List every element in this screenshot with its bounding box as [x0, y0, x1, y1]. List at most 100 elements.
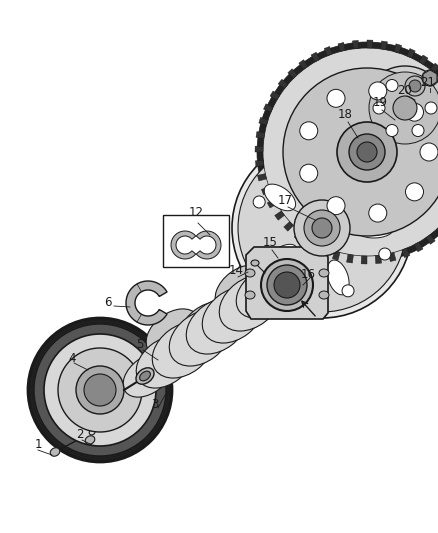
Ellipse shape — [363, 66, 438, 150]
Polygon shape — [288, 69, 297, 78]
Ellipse shape — [236, 266, 294, 318]
Polygon shape — [278, 79, 288, 88]
Polygon shape — [407, 49, 415, 58]
Ellipse shape — [259, 44, 438, 260]
Polygon shape — [353, 41, 359, 49]
Ellipse shape — [152, 322, 214, 378]
Polygon shape — [367, 40, 373, 48]
Polygon shape — [261, 187, 271, 195]
Ellipse shape — [186, 298, 248, 354]
Ellipse shape — [393, 96, 417, 120]
Polygon shape — [270, 91, 280, 100]
Ellipse shape — [267, 265, 307, 305]
Text: 18: 18 — [338, 109, 353, 122]
Ellipse shape — [85, 436, 95, 444]
Ellipse shape — [245, 269, 255, 277]
Ellipse shape — [28, 318, 172, 462]
Ellipse shape — [420, 143, 438, 161]
Polygon shape — [430, 63, 438, 73]
Ellipse shape — [169, 310, 231, 366]
Text: 6: 6 — [104, 295, 112, 309]
Ellipse shape — [379, 196, 391, 208]
Ellipse shape — [369, 72, 438, 144]
Text: 20: 20 — [398, 84, 413, 96]
Ellipse shape — [264, 184, 296, 211]
Text: 4: 4 — [68, 351, 76, 365]
Text: 17: 17 — [278, 193, 293, 206]
Ellipse shape — [425, 102, 437, 114]
Ellipse shape — [406, 183, 424, 201]
Ellipse shape — [349, 134, 385, 170]
Ellipse shape — [238, 144, 406, 312]
Ellipse shape — [409, 80, 421, 92]
Ellipse shape — [373, 102, 385, 114]
Ellipse shape — [44, 334, 156, 446]
Ellipse shape — [50, 448, 60, 456]
Text: 1: 1 — [34, 439, 42, 451]
Ellipse shape — [257, 42, 438, 262]
Ellipse shape — [386, 125, 398, 136]
Ellipse shape — [245, 291, 255, 299]
Ellipse shape — [76, 366, 124, 414]
Ellipse shape — [327, 197, 345, 215]
Ellipse shape — [89, 430, 95, 435]
Ellipse shape — [253, 248, 265, 260]
Ellipse shape — [263, 48, 438, 256]
Ellipse shape — [84, 374, 116, 406]
Polygon shape — [284, 222, 293, 231]
Text: 12: 12 — [188, 206, 204, 220]
Polygon shape — [346, 254, 353, 263]
Polygon shape — [306, 239, 315, 249]
Ellipse shape — [251, 260, 259, 266]
Polygon shape — [259, 117, 268, 125]
Ellipse shape — [136, 336, 194, 388]
Ellipse shape — [58, 348, 142, 432]
Polygon shape — [264, 104, 273, 112]
Polygon shape — [338, 43, 346, 52]
Ellipse shape — [327, 260, 349, 295]
Polygon shape — [423, 70, 437, 86]
Polygon shape — [389, 253, 396, 262]
Polygon shape — [375, 255, 381, 264]
Ellipse shape — [342, 159, 354, 171]
Polygon shape — [294, 231, 304, 241]
Ellipse shape — [369, 82, 387, 100]
Ellipse shape — [300, 122, 318, 140]
Ellipse shape — [215, 265, 269, 313]
Text: 5: 5 — [136, 338, 144, 351]
Ellipse shape — [115, 422, 121, 427]
Bar — [163, 215, 229, 267]
Ellipse shape — [406, 103, 424, 121]
Ellipse shape — [386, 79, 398, 92]
Ellipse shape — [219, 275, 281, 331]
Polygon shape — [275, 211, 285, 220]
Polygon shape — [299, 60, 308, 69]
Ellipse shape — [290, 159, 302, 171]
Text: 21: 21 — [420, 76, 435, 88]
Ellipse shape — [180, 302, 234, 350]
Ellipse shape — [319, 291, 329, 299]
Polygon shape — [332, 251, 340, 260]
Ellipse shape — [290, 285, 302, 297]
Ellipse shape — [379, 248, 391, 260]
Text: 3: 3 — [151, 399, 159, 411]
Ellipse shape — [294, 200, 350, 256]
Ellipse shape — [327, 90, 345, 107]
Polygon shape — [126, 281, 167, 325]
Ellipse shape — [232, 138, 412, 318]
Text: 14: 14 — [229, 263, 244, 277]
Ellipse shape — [202, 287, 264, 343]
Ellipse shape — [412, 125, 424, 136]
Ellipse shape — [312, 218, 332, 238]
Text: 16: 16 — [300, 269, 315, 281]
Text: 2: 2 — [76, 429, 84, 441]
Polygon shape — [255, 146, 263, 152]
Polygon shape — [437, 225, 438, 235]
Ellipse shape — [319, 269, 329, 277]
Ellipse shape — [253, 258, 307, 306]
Polygon shape — [319, 246, 327, 255]
Ellipse shape — [34, 324, 166, 456]
Polygon shape — [196, 231, 221, 259]
Ellipse shape — [123, 353, 173, 397]
Ellipse shape — [369, 204, 387, 222]
